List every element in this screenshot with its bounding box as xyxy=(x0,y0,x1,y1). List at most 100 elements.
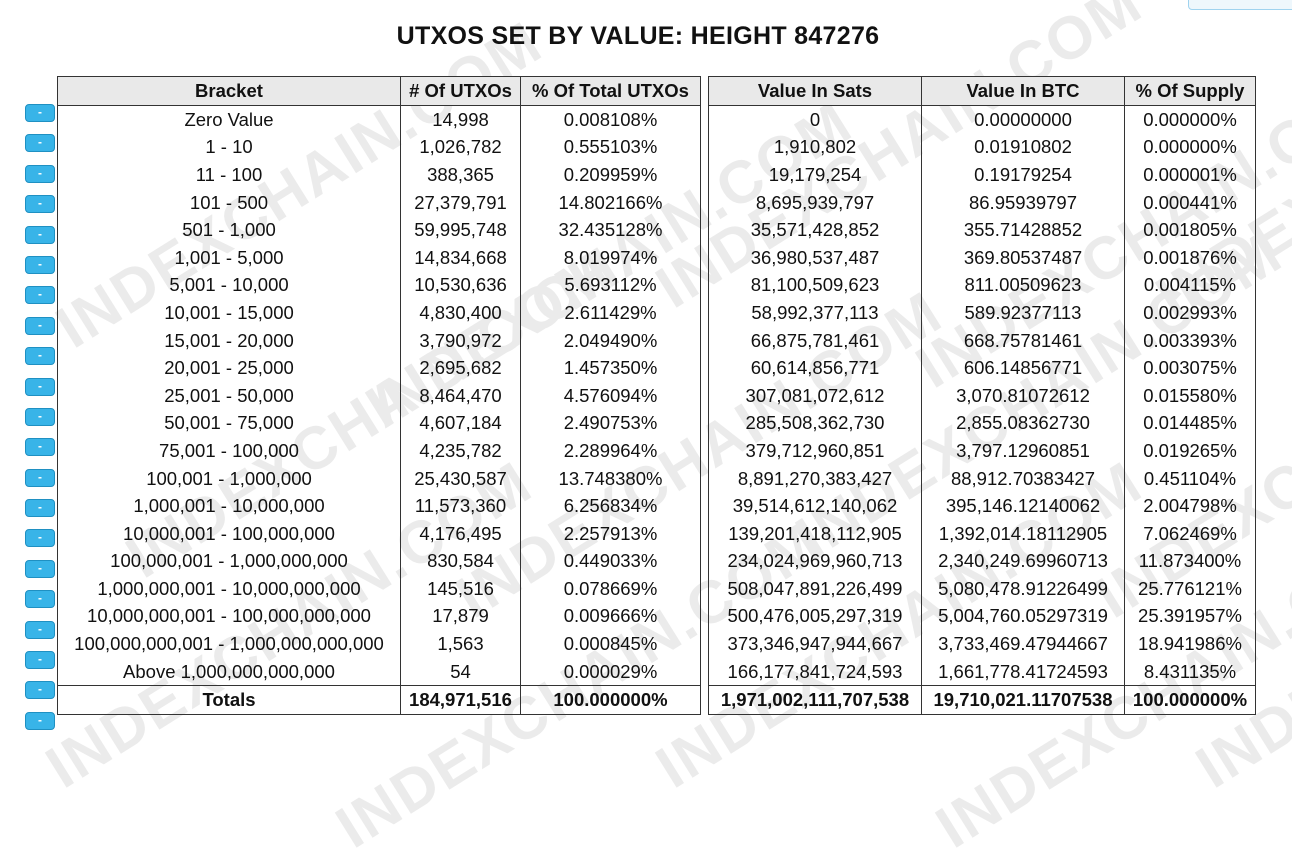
collapse-row-button[interactable]: - xyxy=(25,681,55,700)
table-row: 1,000,001 - 10,000,000 11,573,360 6.256834… xyxy=(57,492,701,520)
collapse-row-button[interactable]: - xyxy=(25,529,55,548)
pct-utxos-cell: 6.256834% xyxy=(520,492,701,520)
bracket-cell: Zero Value xyxy=(57,105,401,134)
pct-utxos-cell: 2.611429% xyxy=(520,299,701,327)
collapse-row-button[interactable]: - xyxy=(25,499,55,518)
totals-row: Totals 184,971,516 100.000000% xyxy=(57,685,701,716)
table-row: 20,001 - 25,000 2,695,682 1.457350% xyxy=(57,354,701,382)
pct-utxos-cell: 13.748380% xyxy=(520,464,701,493)
column-header-pct-utxos[interactable]: % Of Total UTXOs xyxy=(520,76,701,106)
pct-utxos-cell: 0.009666% xyxy=(520,602,701,631)
bracket-cell: 10,000,001 - 100,000,000 xyxy=(57,519,401,548)
collapse-row-button[interactable]: - xyxy=(25,620,55,639)
bracket-cell: 20,001 - 25,000 xyxy=(57,354,401,382)
collapse-row-button[interactable]: - xyxy=(25,104,55,122)
utxo-count-cell: 4,176,495 xyxy=(400,519,521,548)
utxo-count-cell: 3,790,972 xyxy=(400,326,521,355)
utxo-count-cell: 4,607,184 xyxy=(400,409,521,438)
utxo-count-cell: 145,516 xyxy=(400,575,521,603)
pct-utxos-cell: 4.576094% xyxy=(520,381,701,410)
table-row: 307,081,072,612 3,070.81072612 0.015580% xyxy=(708,381,1256,410)
utxo-count-cell: 27,379,791 xyxy=(400,188,521,217)
table-row: 501 - 1,000 59,995,748 32.435128% xyxy=(57,216,701,244)
value-sats-cell: 66,875,781,461 xyxy=(708,326,922,355)
collapse-row-button[interactable]: - xyxy=(25,559,55,578)
collapse-row-button[interactable]: - xyxy=(25,286,55,305)
bracket-cell: 1,000,001 - 10,000,000 xyxy=(57,492,401,520)
column-header-utxo-count[interactable]: # Of UTXOs xyxy=(400,76,521,106)
pct-utxos-cell: 1.457350% xyxy=(520,354,701,382)
bracket-cell: 100,000,001 - 1,000,000,000 xyxy=(57,547,401,576)
table-row: 39,514,612,140,062 395,146.12140062 2.0047… xyxy=(708,492,1256,520)
bracket-cell: 501 - 1,000 xyxy=(57,216,401,244)
value-btc-cell: 355.71428852 xyxy=(921,216,1125,244)
top-right-button[interactable] xyxy=(1188,0,1292,10)
column-header-pct-supply[interactable]: % Of Supply xyxy=(1124,76,1256,106)
pct-supply-cell: 25.391957% xyxy=(1124,602,1256,631)
table-row: 1,001 - 5,000 14,834,668 8.019974% xyxy=(57,243,701,272)
utxo-count-cell: 11,573,360 xyxy=(400,492,521,520)
table-row: 15,001 - 20,000 3,790,972 2.049490% xyxy=(57,326,701,355)
value-sats-cell: 8,695,939,797 xyxy=(708,188,922,217)
table-row: 8,891,270,383,427 88,912.70383427 0.451104… xyxy=(708,464,1256,493)
collapse-row-button[interactable]: - xyxy=(25,377,55,396)
utxo-count-cell: 8,464,470 xyxy=(400,381,521,410)
collapse-row-button[interactable]: - xyxy=(25,164,55,183)
bracket-cell: 1,001 - 5,000 xyxy=(57,243,401,272)
utxo-count-cell: 10,530,636 xyxy=(400,271,521,300)
value-sats-cell: 58,992,377,113 xyxy=(708,299,922,327)
pct-supply-cell: 0.004115% xyxy=(1124,271,1256,300)
collapse-row-button[interactable]: - xyxy=(25,347,55,366)
table-row: 1,910,802 0.01910802 0.000000% xyxy=(708,133,1256,162)
utxo-count-cell: 830,584 xyxy=(400,547,521,576)
value-sats-cell: 19,179,254 xyxy=(708,161,922,189)
value-sats-cell: 36,980,537,487 xyxy=(708,243,922,272)
collapse-row-button[interactable]: - xyxy=(25,195,55,214)
collapse-row-button[interactable]: - xyxy=(25,407,55,426)
utxo-count-table: Bracket # Of UTXOs % Of Total UTXOs Zero… xyxy=(57,76,701,716)
value-btc-cell: 369.80537487 xyxy=(921,243,1125,272)
value-sats-cell: 500,476,005,297,319 xyxy=(708,602,922,631)
value-btc-cell: 811.00509623 xyxy=(921,271,1125,300)
collapse-row-button[interactable]: - xyxy=(25,225,55,244)
utxo-count-cell: 4,830,400 xyxy=(400,299,521,327)
collapse-row-button[interactable]: - xyxy=(25,711,55,730)
pct-supply-cell: 0.001876% xyxy=(1124,243,1256,272)
collapse-row-button[interactable]: - xyxy=(25,134,55,153)
table-row: 139,201,418,112,905 1,392,014.18112905 7.0… xyxy=(708,519,1256,548)
pct-supply-cell: 0.000001% xyxy=(1124,161,1256,189)
value-sats-cell: 81,100,509,623 xyxy=(708,271,922,300)
bracket-cell: 75,001 - 100,000 xyxy=(57,437,401,465)
totals-pct-utxos: 100.000000% xyxy=(520,685,701,716)
pct-supply-cell: 8.431135% xyxy=(1124,657,1256,687)
table-row: Zero Value 14,998 0.008108% xyxy=(57,105,701,134)
header-row: Bracket # Of UTXOs % Of Total UTXOs xyxy=(57,76,701,106)
value-btc-cell: 0.19179254 xyxy=(921,161,1125,189)
collapse-row-button[interactable]: - xyxy=(25,438,55,457)
table-row: 285,508,362,730 2,855.08362730 0.014485% xyxy=(708,409,1256,438)
bracket-cell: 50,001 - 75,000 xyxy=(57,409,401,438)
utxo-count-cell: 1,026,782 xyxy=(400,133,521,162)
table-row: 36,980,537,487 369.80537487 0.001876% xyxy=(708,243,1256,272)
utxo-count-cell: 25,430,587 xyxy=(400,464,521,493)
collapse-row-button[interactable]: - xyxy=(25,255,55,274)
pct-utxos-cell: 0.000845% xyxy=(520,630,701,658)
pct-supply-cell: 0.003393% xyxy=(1124,326,1256,355)
column-header-value-btc[interactable]: Value In BTC xyxy=(921,76,1125,106)
value-sats-cell: 166,177,841,724,593 xyxy=(708,657,922,687)
pct-supply-cell: 0.019265% xyxy=(1124,437,1256,465)
table-row: 100,000,000,001 - 1,000,000,000,000 1,563… xyxy=(57,630,701,658)
collapse-row-button[interactable]: - xyxy=(25,468,55,487)
column-header-bracket[interactable]: Bracket xyxy=(57,76,401,106)
value-sats-cell: 35,571,428,852 xyxy=(708,216,922,244)
table-row: 10,000,000,001 - 100,000,000,000 17,879 0.… xyxy=(57,602,701,631)
table-row: 81,100,509,623 811.00509623 0.004115% xyxy=(708,271,1256,300)
column-header-value-sats[interactable]: Value In Sats xyxy=(708,76,922,106)
pct-supply-cell: 0.000000% xyxy=(1124,133,1256,162)
collapse-row-button[interactable]: - xyxy=(25,590,55,609)
collapse-row-button[interactable]: - xyxy=(25,651,55,670)
table-row: 101 - 500 27,379,791 14.802166% xyxy=(57,188,701,217)
pct-utxos-cell: 0.555103% xyxy=(520,133,701,162)
utxo-count-cell: 388,365 xyxy=(400,161,521,189)
collapse-row-button[interactable]: - xyxy=(25,316,55,335)
